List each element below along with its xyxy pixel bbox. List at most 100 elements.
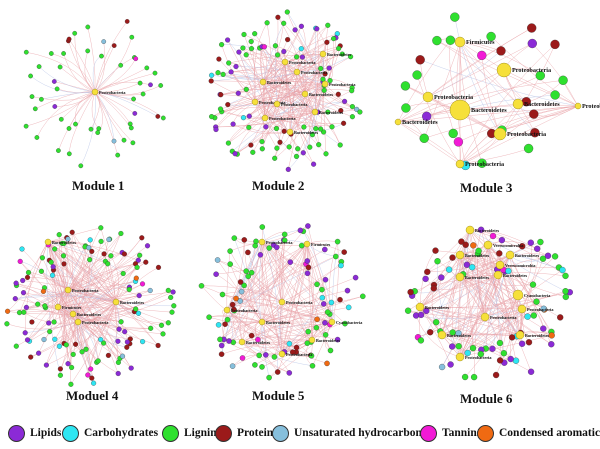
edge <box>60 321 79 376</box>
node <box>266 374 272 381</box>
edge <box>246 270 313 341</box>
edge <box>262 81 306 95</box>
hub-label: Proteobacteria <box>269 116 296 121</box>
edge <box>228 117 266 144</box>
node <box>133 275 139 281</box>
node <box>105 352 111 358</box>
node <box>314 26 320 32</box>
node <box>24 274 31 280</box>
tannins-swatch <box>420 424 437 442</box>
node <box>56 148 61 153</box>
hub-node <box>437 330 447 340</box>
edge <box>66 237 69 291</box>
edge <box>77 297 171 323</box>
node <box>95 130 101 135</box>
edge <box>77 251 93 323</box>
node <box>496 339 504 347</box>
edge <box>58 91 96 151</box>
hub-node <box>258 318 266 326</box>
hub-node <box>308 336 316 344</box>
node <box>225 37 231 43</box>
edge <box>436 40 519 105</box>
hub-label: Proteobacteria <box>72 288 99 293</box>
hub-node <box>91 88 99 96</box>
edge <box>227 39 266 119</box>
node <box>256 352 262 359</box>
node <box>525 339 533 346</box>
edge <box>77 321 97 363</box>
node <box>438 274 445 281</box>
hub-group: Firmicutes Proteobacteria Proteobacteria Ba… <box>394 36 600 169</box>
edge <box>215 111 316 128</box>
node-group <box>4 225 177 387</box>
edge <box>420 59 579 107</box>
edge <box>441 274 499 368</box>
edge <box>532 43 579 107</box>
edge <box>67 289 99 361</box>
legend-label: Tannins <box>442 427 482 439</box>
node <box>12 296 18 302</box>
edge <box>68 91 96 129</box>
edge <box>262 81 316 113</box>
node <box>160 115 166 121</box>
node <box>88 126 94 132</box>
edge <box>419 306 486 318</box>
edge <box>264 111 316 119</box>
node <box>115 338 121 344</box>
edge <box>459 44 556 165</box>
node <box>24 337 31 343</box>
node <box>52 246 58 252</box>
edge <box>201 285 228 311</box>
edge <box>115 301 169 324</box>
hub-node <box>281 58 289 66</box>
edge <box>262 78 324 83</box>
edge <box>459 41 519 105</box>
edge <box>487 244 517 337</box>
node-group <box>400 12 568 171</box>
node <box>562 272 569 280</box>
edge <box>261 297 323 323</box>
edge <box>254 93 306 103</box>
unsaturated-hydrocarbons-swatch <box>272 424 289 442</box>
edge <box>314 37 337 113</box>
node <box>273 244 280 251</box>
node <box>83 346 89 352</box>
node <box>430 285 437 292</box>
node <box>321 87 327 93</box>
node <box>328 299 335 306</box>
edge <box>419 306 523 310</box>
node <box>319 286 325 293</box>
module-1-network: Proteobacteria <box>23 19 166 169</box>
edge <box>94 57 135 93</box>
node <box>4 321 10 327</box>
node <box>470 242 477 249</box>
edge <box>92 55 102 93</box>
node <box>458 238 465 245</box>
node <box>217 336 223 343</box>
edge <box>47 241 79 323</box>
node <box>248 38 254 45</box>
hub-label: Proteobacteria <box>286 352 313 357</box>
node <box>337 296 343 303</box>
edge <box>276 247 285 303</box>
edge <box>232 321 333 367</box>
node <box>160 331 166 337</box>
node <box>322 71 328 77</box>
node-group <box>198 223 366 381</box>
edge <box>397 40 451 123</box>
node <box>61 51 66 56</box>
edge <box>262 81 360 113</box>
edge <box>77 281 136 323</box>
node <box>298 242 305 249</box>
hub-group: Proteobacteria <box>91 88 126 96</box>
edge <box>94 37 133 93</box>
node <box>155 264 162 270</box>
node <box>65 236 71 242</box>
edge <box>274 111 316 159</box>
edge <box>226 251 231 311</box>
edge <box>426 104 579 117</box>
node <box>341 120 347 126</box>
edge <box>262 26 302 83</box>
node <box>529 109 539 119</box>
hub-node <box>259 78 267 86</box>
